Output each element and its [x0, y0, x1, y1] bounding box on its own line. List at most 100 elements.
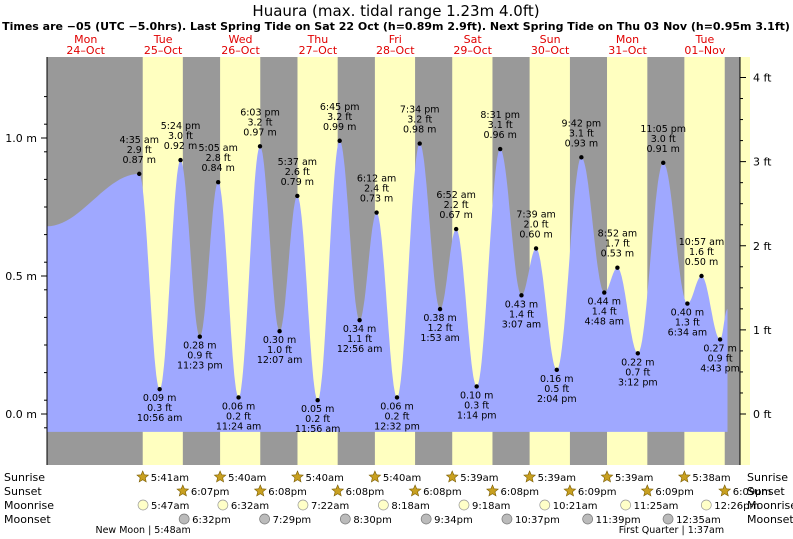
tide-point-4: [197, 334, 203, 339]
sunrise-row-label-left: Sunrise: [4, 471, 45, 484]
tide-label-9-0: 5:37 am: [278, 157, 317, 168]
moonset-time-6: 12:35am: [676, 515, 721, 526]
tide-label-17-0: 6:52 am: [436, 190, 475, 201]
tide-label-4-1: 0.9 ft: [187, 351, 212, 362]
tide-label-2-2: 10:56 am: [137, 413, 182, 424]
right-tick-label-2: 2 ft: [753, 240, 772, 253]
day-dow-4: Fri: [389, 33, 402, 46]
moonrise-time-4: 9:18am: [472, 501, 510, 512]
tide-label-17-2: 0.67 m: [439, 210, 472, 221]
tide-label-3-1: 3.0 ft: [168, 131, 193, 142]
moonrise-time-3: 8:18am: [391, 501, 429, 512]
moonrise-icon-0: [137, 499, 149, 511]
tide-point-22: [554, 367, 559, 373]
tide-label-5-2: 0.84 m: [201, 163, 234, 174]
sunrise-time-4: 5:39am: [460, 473, 498, 484]
sunrise-time-1: 5:40am: [228, 473, 266, 484]
tide-label-13-1: 2.4 ft: [364, 184, 389, 195]
tide-point-1: [137, 171, 142, 177]
tide-label-10-1: 0.2 ft: [305, 414, 330, 425]
tide-point-29: [699, 273, 704, 279]
tide-label-20-0: 0.43 m: [505, 299, 538, 310]
sunrise-icon-1: [213, 470, 227, 483]
tide-label-20-2: 3:07 am: [502, 319, 541, 330]
sunrise-time-3: 5:40am: [383, 473, 421, 484]
sunrise-icon-0: [136, 470, 150, 483]
tide-label-12-1: 1.1 ft: [347, 334, 372, 345]
tide-label-12-2: 12:56 am: [337, 344, 382, 355]
day-date-1: 25–Oct: [144, 44, 183, 57]
tide-point-25: [615, 265, 620, 270]
day-dow-3: Thu: [307, 33, 329, 46]
tide-label-9-1: 2.6 ft: [285, 167, 310, 178]
sunset-time-7: 6:09pm: [733, 487, 772, 498]
right-axis-strip: [740, 57, 750, 465]
day-dow-5: Sat: [464, 33, 483, 46]
sunrise-time-6: 5:39am: [615, 473, 653, 484]
moonset-time-0: 6:32pm: [192, 515, 231, 526]
right-tick-label-1: 1 ft: [753, 324, 772, 337]
sunset-icon-7: [718, 484, 732, 497]
sunrise-icon-6: [600, 470, 614, 483]
tide-label-26-1: 0.7 ft: [625, 367, 650, 378]
tide-label-24-0: 0.44 m: [588, 297, 621, 308]
sunrise-row-label-right: Sunrise: [747, 471, 788, 484]
moonrise-icon-7: [700, 499, 712, 511]
tide-point-24: [602, 290, 607, 295]
tide-label-21-2: 0.60 m: [519, 229, 552, 240]
moonrise-time-0: 5:47am: [151, 501, 189, 512]
tide-label-4-2: 11:23 pm: [177, 361, 223, 372]
tide-label-16-0: 0.38 m: [423, 313, 456, 324]
tide-label-12-0: 0.34 m: [343, 324, 376, 335]
tide-label-16-1: 1.2 ft: [428, 323, 453, 334]
tide-label-28-2: 6:34 am: [668, 328, 707, 339]
moonset-time-4: 10:37pm: [515, 515, 560, 526]
tide-label-21-0: 7:39 am: [516, 209, 555, 220]
day-date-4: 28–Oct: [376, 44, 415, 57]
tide-label-27-2: 0.91 m: [647, 144, 680, 155]
sunset-time-6: 6:09pm: [655, 487, 694, 498]
tide-label-17-1: 2.2 ft: [444, 200, 469, 211]
tide-point-23: [579, 155, 584, 160]
tide-curve: [47, 140, 728, 432]
axes: 0.0 m 0.5 m 1.0 m 0 ft 1 ft 2 ft 3 ft 4 ft: [5, 57, 772, 465]
tide-label-10-0: 0.05 m: [301, 404, 334, 415]
tide-label-21-1: 2.0 ft: [524, 219, 549, 230]
tide-label-1-1: 2.9 ft: [127, 145, 152, 156]
water-area: [47, 140, 728, 432]
tide-point-27: [661, 160, 666, 166]
tide-label-3-2: 0.92 m: [164, 141, 197, 152]
sunset-time-4: 6:08pm: [500, 487, 539, 498]
tide-label-18-2: 1:14 pm: [457, 410, 497, 421]
tide-label-9-2: 0.79 m: [281, 177, 314, 188]
tide-label-15-2: 0.98 m: [403, 125, 436, 136]
day-dow-0: Mon: [74, 33, 97, 46]
tide-point-28: [685, 301, 690, 306]
sunrise-icon-4: [445, 470, 459, 483]
tide-point-10: [315, 398, 320, 403]
tide-point-19: [497, 146, 503, 152]
moonrise-time-2: 7:22am: [311, 501, 349, 512]
right-tick-label-4: 4 ft: [753, 72, 772, 85]
day-dow-2: Wed: [229, 33, 253, 46]
tide-point-20: [519, 293, 524, 298]
moonrise-icon-1: [217, 499, 229, 511]
tide-label-25-2: 0.53 m: [601, 249, 634, 260]
tide-label-7-0: 6:03 pm: [240, 107, 280, 118]
day-date-7: 31–Oct: [608, 44, 647, 57]
tide-label-7-1: 3.2 ft: [247, 117, 272, 128]
tide-label-24-2: 4:48 am: [585, 317, 624, 328]
tide-point-9: [295, 193, 300, 199]
tide-label-5-1: 2.8 ft: [206, 153, 231, 164]
tide-label-14-0: 0.06 m: [380, 401, 413, 412]
tide-label-27-1: 3.0 ft: [651, 134, 676, 145]
tide-label-1-2: 0.87 m: [123, 155, 156, 166]
sunrise-time-5: 5:39am: [538, 473, 576, 484]
tide-label-8-0: 0.30 m: [263, 335, 296, 346]
sunset-icon-5: [563, 484, 577, 497]
tide-point-6: [236, 395, 241, 400]
moonset-icon-6: [662, 513, 674, 525]
moonset-icon-1: [259, 513, 270, 525]
moonrise-icon-2: [297, 499, 309, 511]
